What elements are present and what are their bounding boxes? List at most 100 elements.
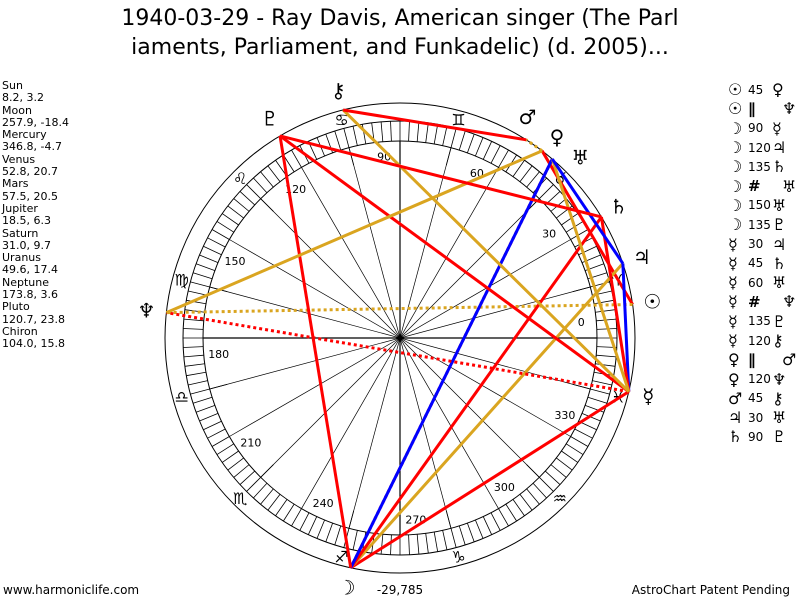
aspect-line xyxy=(349,216,603,569)
degree-tick xyxy=(590,388,610,395)
aspect-label: 135 xyxy=(748,314,771,329)
degree-tick xyxy=(260,171,274,188)
planet-glyph-icon: ♀ xyxy=(728,369,740,389)
degree-label: 180 xyxy=(208,348,229,361)
aspect-label: 150 xyxy=(748,198,771,213)
zodiac-sign-icon: ♑ xyxy=(451,547,465,566)
degree-tick xyxy=(482,141,493,160)
degree-tick xyxy=(498,508,509,527)
planet-glyph-icon: ☿ xyxy=(728,311,738,331)
degree-tick xyxy=(195,405,216,413)
degree-tick xyxy=(227,457,244,471)
degree-tick xyxy=(390,121,392,142)
planet-mercury-icon: ☿ xyxy=(642,384,654,408)
degree-label: 270 xyxy=(405,513,426,526)
aspect-label: 60 xyxy=(748,275,764,290)
degree-tick xyxy=(188,380,208,386)
degree-tick xyxy=(416,121,420,142)
degree-tick xyxy=(211,229,230,240)
degree-tick xyxy=(512,160,525,177)
aspect-label: 45 xyxy=(748,256,764,271)
planet-glyph-icon: ☽ xyxy=(728,176,743,196)
degree-tick xyxy=(183,318,204,322)
title-line-2: iaments, Parliament, and Funkadelic) (d.… xyxy=(131,35,669,60)
degree-tick xyxy=(275,499,288,516)
planet-glyph-icon: ♇ xyxy=(772,215,787,235)
degree-tick xyxy=(299,512,310,531)
degree-tick xyxy=(183,354,204,358)
aspect-label: ∥ xyxy=(748,350,756,369)
aspect-line xyxy=(349,158,554,569)
aspect-line xyxy=(278,135,353,569)
planet-glyph-icon: ♇ xyxy=(772,427,787,447)
degree-tick xyxy=(216,443,235,455)
degree-tick xyxy=(592,380,612,386)
planet-glyph-icon: ☽ xyxy=(728,118,743,138)
degree-label: 300 xyxy=(494,481,515,494)
degree-tick xyxy=(467,522,475,543)
website-link[interactable]: www.harmoniclife.com xyxy=(3,583,140,597)
planet-glyph-icon: ♃ xyxy=(772,138,787,158)
degree-tick xyxy=(192,396,213,404)
aspect-label: 45 xyxy=(748,82,764,97)
mid-tick xyxy=(572,286,591,293)
planet-glyph-icon: ♅ xyxy=(772,273,787,293)
degree-tick xyxy=(260,488,274,505)
degree-tick xyxy=(467,133,475,154)
degree-tick xyxy=(556,457,573,471)
planet-name-moon: Moon xyxy=(2,103,32,117)
degree-tick xyxy=(450,128,457,148)
degree-tick xyxy=(207,428,226,439)
planet-name-venus: Venus xyxy=(2,152,36,166)
degree-label: 240 xyxy=(313,497,334,510)
planet-glyph-icon: ♃ xyxy=(772,234,787,254)
degree-tick xyxy=(490,145,501,164)
planet-coords-chiron: 104.0, 15.8 xyxy=(2,337,65,351)
aspect-line xyxy=(279,134,602,219)
degree-tick xyxy=(203,245,222,256)
degree-label: 150 xyxy=(225,255,246,268)
aspect-label: 135 xyxy=(748,159,771,174)
planet-saturn-icon: ♄ xyxy=(610,195,628,219)
planet-jupiter-icon: ♃ xyxy=(633,245,651,269)
degree-tick xyxy=(561,213,578,226)
degree-tick xyxy=(267,165,281,182)
aspect-line xyxy=(342,108,630,393)
aspect-label: 120 xyxy=(748,333,771,348)
aspect-row: ☉ ∥ ♆ xyxy=(728,99,796,118)
degree-tick xyxy=(408,534,410,555)
degree-tick xyxy=(578,245,597,256)
planet-pluto-icon: ♇ xyxy=(261,107,279,131)
planet-glyph-icon: ☿ xyxy=(728,273,738,293)
degree-tick xyxy=(186,371,207,377)
aspect-label: 90 xyxy=(748,429,764,444)
planet-name-pluto: Pluto xyxy=(2,300,30,314)
degree-tick xyxy=(334,525,342,546)
degree-tick xyxy=(184,363,205,367)
aspect-label: # xyxy=(748,177,761,196)
aspect-label: 135 xyxy=(748,217,771,232)
degree-tick xyxy=(565,443,584,455)
degree-tick xyxy=(291,149,302,168)
aspect-line xyxy=(550,158,631,393)
aspect-line xyxy=(279,134,630,393)
aspect-line xyxy=(349,262,624,569)
planet-glyph-icon: ♄ xyxy=(772,253,787,273)
degree-tick xyxy=(433,531,439,552)
planet-coords-moon: 257.9, -18.4 xyxy=(2,115,69,129)
planet-positions-list: Sun 8.2, 3.2 Moon 257.9, -18.4 Mercury 346.8,… xyxy=(2,79,69,351)
planet-moon-icon: ☽ xyxy=(338,575,356,599)
aspect-row: ☿ 45 ♄ xyxy=(728,254,796,273)
degree-tick xyxy=(587,396,608,404)
planet-glyph-icon: ♅ xyxy=(772,408,787,428)
mid-tick xyxy=(572,383,591,390)
degree-tick xyxy=(490,512,501,531)
planet-glyph-icon: ☉ xyxy=(728,80,743,100)
degree-tick xyxy=(227,205,244,219)
degree-tick xyxy=(352,126,358,146)
outer-circle xyxy=(164,102,636,574)
degree-tick xyxy=(239,470,256,485)
planet-glyph-icon: ♂ xyxy=(728,388,743,408)
degree-tick xyxy=(526,488,540,505)
